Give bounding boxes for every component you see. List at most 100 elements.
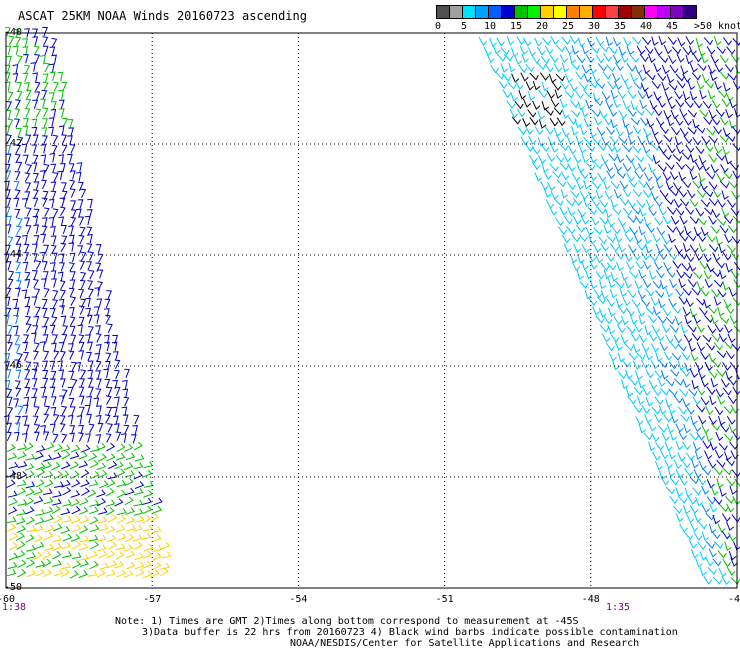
wind-barb [122, 380, 128, 390]
wind-barb [684, 225, 692, 236]
wind-barb [637, 90, 647, 100]
wind-barb [697, 233, 706, 242]
wind-barb [42, 370, 49, 380]
wind-barb [705, 342, 716, 351]
wind-barb [571, 125, 579, 136]
wind-barb [679, 215, 688, 225]
wind-barb [75, 171, 82, 182]
lat-label: -46 [4, 360, 23, 371]
wind-barb [70, 470, 80, 479]
wind-barb [105, 487, 115, 497]
wind-barb [527, 109, 537, 118]
wind-barb [5, 197, 12, 208]
wind-barb [674, 136, 683, 146]
wind-barb [628, 179, 638, 188]
wind-barb [50, 244, 57, 255]
wind-barb [161, 551, 172, 559]
wind-barb [554, 217, 564, 227]
wind-barb [690, 522, 699, 532]
wind-barb [23, 351, 29, 362]
wind-barb [603, 180, 611, 190]
wind-barb [726, 478, 736, 487]
wind-barb [714, 80, 722, 91]
wind-barb [595, 36, 605, 46]
wind-barb [667, 404, 676, 415]
wind-barb [559, 81, 569, 90]
wind-barb [568, 145, 577, 155]
wind-barb [88, 386, 94, 396]
wind-barb [69, 262, 75, 272]
wind-barb [708, 135, 718, 144]
wind-barb [662, 307, 672, 317]
wind-barb [34, 541, 45, 550]
wind-barb [657, 98, 666, 108]
wind-barb [122, 414, 129, 424]
wind-barb [125, 550, 136, 559]
wind-barb [61, 134, 67, 144]
wind-barb [81, 444, 91, 453]
wind-barb [555, 73, 566, 82]
wind-barb [563, 243, 572, 253]
wind-barb [601, 91, 611, 101]
wind-barb [116, 489, 127, 498]
wind-barb [12, 73, 19, 83]
wind-barb [677, 251, 688, 260]
wind-barb [675, 226, 685, 236]
note-line-3: NOAA/NESDIS/Center for Satellite Applica… [290, 638, 640, 649]
wind-barb [657, 251, 668, 261]
wind-barb [483, 46, 492, 57]
wind-barb [132, 524, 143, 532]
wind-barb [79, 535, 89, 543]
wind-barb [677, 452, 686, 462]
wind-barb [70, 216, 77, 227]
wind-barb [68, 370, 75, 381]
legend-tick-label: 20 [535, 21, 549, 32]
wind-barb [617, 370, 627, 380]
wind-barb [686, 189, 696, 199]
wind-barb [729, 361, 740, 371]
wind-barb [23, 396, 30, 407]
wind-barb [16, 524, 27, 533]
wind-barb [621, 359, 631, 368]
wind-barb [32, 72, 39, 82]
wind-barb [645, 307, 656, 315]
wind-barb [142, 469, 153, 478]
wind-barb [112, 335, 119, 345]
wind-barb [97, 453, 107, 462]
wind-barb [679, 108, 688, 118]
wind-barb [684, 362, 692, 372]
wind-barb [638, 423, 647, 434]
wind-barb [681, 152, 692, 161]
wind-barb [688, 539, 698, 549]
wind-barb [42, 550, 52, 560]
wind-barb [42, 26, 48, 37]
wind-barb [592, 306, 601, 316]
wind-barb [555, 44, 566, 53]
wind-barb [4, 64, 11, 75]
wind-barb [669, 65, 679, 74]
wind-barb [726, 503, 735, 513]
wind-barb [658, 206, 667, 216]
wind-barb [694, 450, 703, 460]
wind-barb [575, 224, 586, 233]
wind-barb [560, 171, 570, 181]
wind-barb [713, 144, 723, 154]
wind-barb [636, 395, 645, 405]
wind-barb [725, 108, 734, 119]
wind-barb [731, 126, 740, 135]
wind-barb [151, 526, 162, 534]
wind-barb [565, 198, 576, 207]
wind-barb [644, 89, 653, 99]
wind-barb [667, 206, 677, 215]
wind-barb [24, 191, 31, 201]
wind-barb [124, 470, 135, 478]
wind-barb [79, 497, 89, 506]
wind-barb [595, 54, 605, 64]
wind-barb [598, 236, 608, 245]
wind-barb [58, 89, 64, 100]
wind-barb [612, 37, 621, 47]
wind-barb [570, 190, 580, 199]
wind-barb [6, 134, 12, 144]
wind-barb [659, 342, 669, 352]
wind-barb [33, 534, 43, 543]
